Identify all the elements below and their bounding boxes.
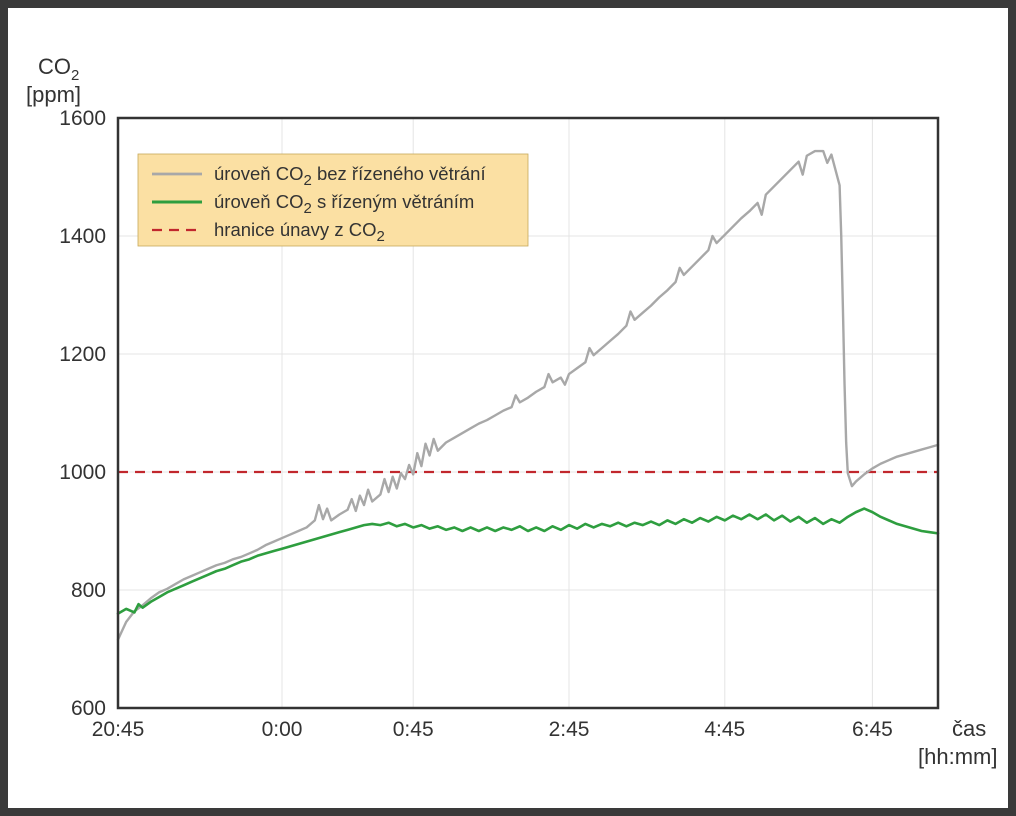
x-tick-label: 4:45 xyxy=(704,718,745,741)
x-axis-unit: [hh:mm] xyxy=(918,744,997,769)
chart-svg: 600 800 1000 1200 1400 1600 20:45 0:00 0:45 2:45 4… xyxy=(8,8,1008,808)
chart-outer-frame: 600 800 1000 1200 1400 1600 20:45 0:00 0:45 2:45 4… xyxy=(0,0,1016,816)
y-tick-label: 600 xyxy=(71,697,106,720)
x-tick-label: 2:45 xyxy=(549,718,590,741)
y-axis-unit: [ppm] xyxy=(26,82,81,107)
y-tick-label: 1600 xyxy=(59,107,106,130)
x-tick-label: 0:00 xyxy=(262,718,303,741)
y-tick-label: 800 xyxy=(71,579,106,602)
y-tick-label: 1200 xyxy=(59,343,106,366)
x-tick-label: 6:45 xyxy=(852,718,893,741)
x-axis-label: čas xyxy=(952,716,986,741)
x-tick-label: 20:45 xyxy=(92,718,145,741)
y-tick-label: 1400 xyxy=(59,225,106,248)
x-tick-label: 0:45 xyxy=(393,718,434,741)
y-tick-label: 1000 xyxy=(59,461,106,484)
chart-canvas: 600 800 1000 1200 1400 1600 20:45 0:00 0:45 2:45 4… xyxy=(8,8,1008,808)
